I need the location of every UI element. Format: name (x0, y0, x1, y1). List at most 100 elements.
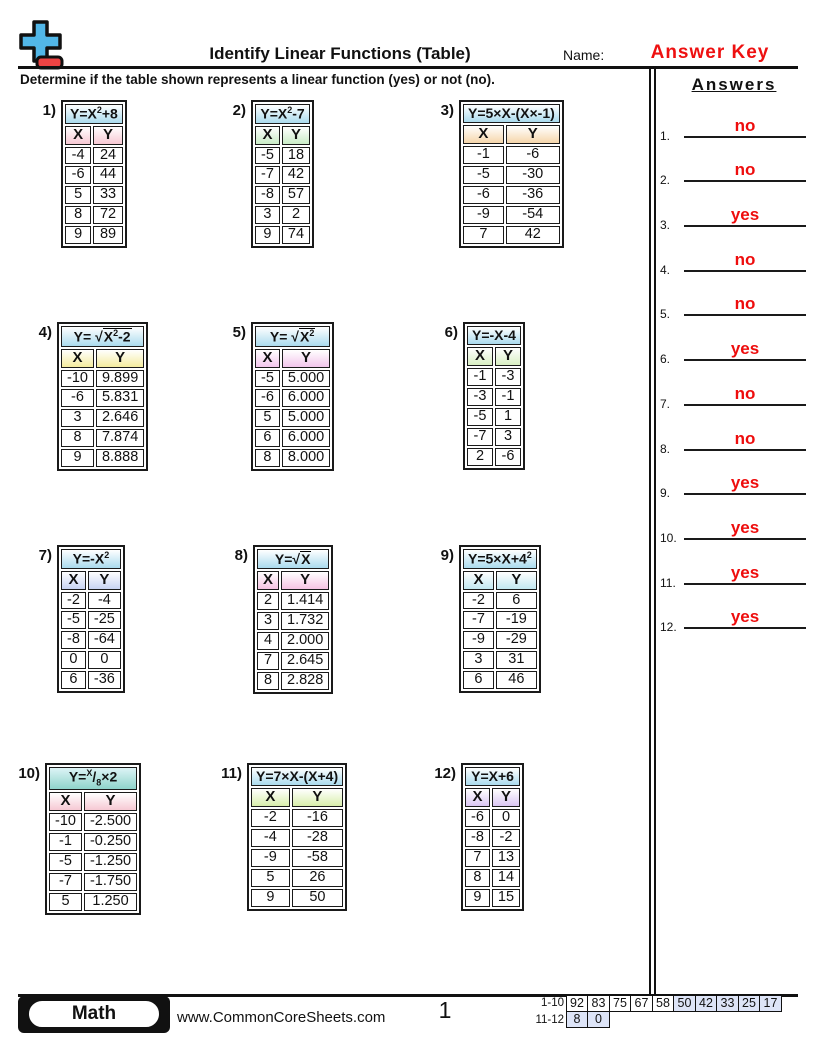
data-row: -10 -2.500 (49, 812, 138, 831)
problem-12: 12) Y=X+6 X Y -6 0 -8 -2 7 13 8 14 9 15 (430, 763, 525, 911)
column-header-x: X (251, 788, 290, 807)
data-row: -5 -1.250 (49, 852, 138, 871)
data-row: -3 -1 (467, 387, 521, 406)
data-row: 5 1.250 (49, 892, 138, 911)
answer-number: 6. (660, 352, 671, 367)
data-cell: 0 (61, 651, 86, 670)
answer-value: no (734, 249, 756, 269)
data-row: 5 5.000 (255, 409, 331, 428)
answer-item: 8. no (659, 408, 809, 456)
radicand: X2-2 (102, 328, 132, 345)
function-table: Y=5×X+42 X Y -2 6 -7 -19 -9 -29 3 31 6 46 (459, 545, 541, 694)
radical-sign-icon: √ (291, 328, 299, 345)
data-row: -8 57 (255, 186, 311, 205)
data-cell: 1.732 (281, 611, 330, 630)
column-header-y: Y (291, 788, 344, 807)
column-header-y: Y (491, 788, 521, 807)
data-cell: -7 (467, 427, 493, 446)
data-cell: -8 (61, 631, 86, 650)
data-cell: -6 (494, 447, 521, 466)
answer-number: 11. (660, 575, 676, 590)
data-cell: 6.000 (281, 429, 331, 448)
data-cell: 5 (255, 409, 280, 428)
answer-blank-line: yes (684, 608, 806, 630)
answer-number: 12. (660, 620, 677, 635)
problem-6: 6) Y=-X-4 X Y -1 -3 -3 -1 -5 1 -7 3 2 -6 (432, 322, 525, 470)
data-cell: -36 (505, 185, 560, 204)
function-title-row: Y=X/8×2 (49, 767, 138, 791)
answer-value: no (734, 383, 756, 403)
function-table: Y= √X2 X Y -5 5.000 -6 6.000 5 5.000 6 6.000 8 8.000 (251, 322, 335, 472)
function-title-row: Y=X2-7 (255, 104, 311, 125)
website-link[interactable]: www.CommonCoreSheets.com (177, 1009, 386, 1026)
data-row: 9 50 (251, 888, 344, 907)
data-cell: -7 (49, 872, 82, 891)
data-cell: 9.899 (95, 369, 145, 388)
answers-title: Answers (691, 75, 777, 94)
data-cell: -4 (87, 591, 121, 610)
answers-list: 1. no 2. no 3. yes 4. no 5. no 6. yes 7. no 8. no 9. yes 1… (659, 95, 809, 635)
subject-badge: Math (18, 996, 170, 1033)
function-table: Y=X/8×2 X Y -10 -2.500 -1 -0.250 -5 -1.250 -7 -1.7… (45, 763, 142, 915)
answer-item: 5. no (659, 274, 809, 321)
data-row: -5 18 (255, 146, 311, 165)
data-cell: -2 (251, 808, 290, 827)
column-header-x: X (463, 571, 494, 590)
data-cell: 3 (494, 427, 521, 446)
score-cell: 83 (587, 995, 610, 1012)
answer-item: 4. no (659, 229, 809, 277)
data-row: 6 46 (463, 671, 537, 690)
data-row: -9 -29 (463, 631, 537, 650)
data-row: 8 14 (465, 868, 521, 887)
score-row: 11-12 8 0 (531, 1010, 782, 1028)
data-cell: 2.828 (281, 671, 330, 690)
problem-11: 11) Y=7×X-(X+4) X Y -2 -16 -4 -28 -9 -58 5 26 9 50 (216, 763, 348, 911)
data-row: 7 42 (463, 225, 560, 244)
score-cell: 75 (608, 995, 632, 1012)
score-cell: 42 (694, 995, 718, 1012)
data-cell: -30 (505, 165, 560, 184)
column-header-y: Y (505, 125, 560, 144)
data-cell: -1 (467, 367, 493, 386)
function-title-row: Y=5×X-(X×-1) (463, 104, 560, 124)
data-cell: 2.000 (281, 631, 330, 650)
data-cell: 7 (463, 225, 504, 244)
data-cell: -6 (505, 145, 560, 164)
data-cell: -6 (255, 389, 280, 408)
data-row: -5 5.000 (255, 369, 331, 388)
problem-number: 4) (38, 324, 52, 341)
data-row: 8 7.874 (61, 429, 145, 448)
answer-blank-line: no (684, 161, 806, 183)
problem-4: 4) Y= √X2-2 X Y -10 9.899 -6 5.831 3 2.646 8 7.874 9… (26, 322, 149, 472)
answer-number: 7. (660, 396, 671, 411)
data-cell: 57 (281, 186, 311, 205)
data-row: -1 -6 (463, 145, 560, 164)
score-cell: 25 (737, 995, 761, 1012)
function-table: Y=√X X Y 2 1.414 3 1.732 4 2.000 7 2.645 8 2.828 (253, 545, 334, 694)
data-cell: 14 (491, 868, 521, 887)
data-cell: 5.831 (95, 389, 145, 408)
data-cell: 8 (255, 449, 280, 468)
data-row: -5 1 (467, 407, 521, 426)
answer-value: no (734, 428, 756, 448)
data-cell: -8 (465, 828, 490, 847)
answers-panel: Answers 1. no 2. no 3. yes 4. no 5. no 6. yes 7. no 8.… (659, 74, 809, 635)
data-cell: 6 (61, 671, 86, 690)
data-cell: 2 (467, 447, 493, 466)
data-cell: -1 (49, 832, 82, 851)
data-row: 9 89 (65, 226, 123, 245)
answer-value: yes (730, 473, 760, 493)
data-cell: 8 (65, 206, 92, 225)
data-cell: -6 (65, 166, 92, 185)
column-header-y: Y (281, 349, 331, 368)
data-row: -6 6.000 (255, 389, 331, 408)
radical-sign-icon: √ (292, 551, 301, 567)
data-cell: -1.750 (83, 872, 138, 891)
data-cell: 74 (281, 226, 311, 245)
data-cell: 1.250 (83, 892, 138, 911)
